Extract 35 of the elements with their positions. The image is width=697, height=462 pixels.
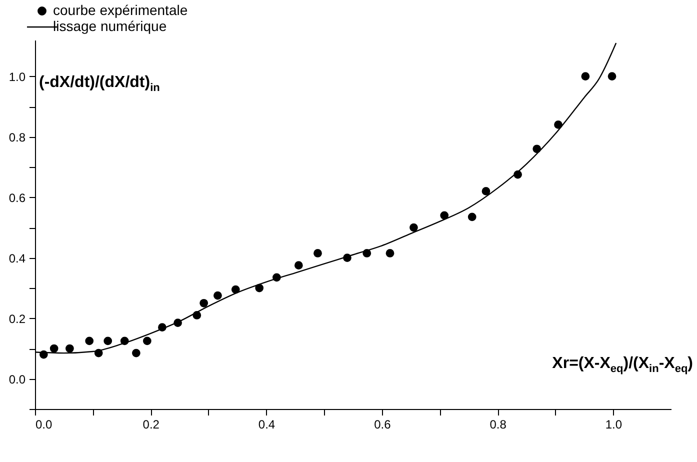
y-tick-label: 0.8 xyxy=(8,130,26,144)
point xyxy=(554,120,562,129)
x-tick-label: 0.0 xyxy=(36,418,53,432)
y-tick-label: 1.0 xyxy=(8,70,26,84)
point xyxy=(66,344,74,353)
point xyxy=(85,336,94,346)
point xyxy=(132,348,140,358)
point xyxy=(142,336,152,346)
y-axis-title: (-dX/dt)/(dX/dt)$_{in}$ xyxy=(39,74,160,94)
point xyxy=(440,211,449,220)
point xyxy=(214,291,222,300)
x-tick-label: 1.0 xyxy=(605,418,622,432)
x-tick-label: 0.2 xyxy=(142,418,160,432)
point xyxy=(314,249,322,258)
point xyxy=(50,344,58,353)
point xyxy=(410,223,418,232)
point xyxy=(255,284,264,292)
point xyxy=(294,261,303,270)
point xyxy=(581,72,590,80)
point xyxy=(608,72,616,80)
x-tick-label: 0.8 xyxy=(490,418,507,432)
point xyxy=(386,249,394,258)
point xyxy=(104,336,112,346)
legend-label: courbe expérimentale xyxy=(53,2,188,18)
y-tick-label: 0.4 xyxy=(8,251,26,266)
x-tick-label: 0.6 xyxy=(374,418,392,432)
x-tick-label: 0.4 xyxy=(258,418,276,432)
y-tick-label: 0.0 xyxy=(8,372,26,386)
x-axis-title: Xr=(X-X$_{eq}$)/(X$_{in}$-X$_{eq}$) xyxy=(552,355,693,376)
point xyxy=(200,298,208,308)
y-tick-label: 0.2 xyxy=(8,312,26,326)
point xyxy=(468,212,476,222)
point xyxy=(482,187,490,196)
y-tick-label: 0.6 xyxy=(8,190,26,205)
legend-label: lissage numérique xyxy=(53,18,167,34)
